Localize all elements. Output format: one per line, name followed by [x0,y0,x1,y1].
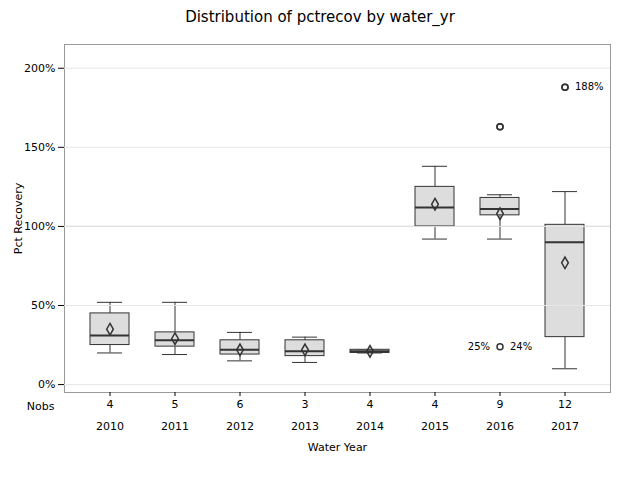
svg-text:9: 9 [497,398,504,411]
svg-text:50%: 50% [31,299,55,312]
svg-text:2015: 2015 [421,420,449,433]
svg-text:12: 12 [558,398,572,411]
svg-text:4: 4 [432,398,439,411]
svg-text:4: 4 [367,398,374,411]
svg-text:4: 4 [107,398,114,411]
html-text:Distribution of pctrecov by wa: Distribution of pctrecov by water_yr [185,8,455,26]
svg-text:Nobs: Nobs [27,400,55,413]
svg-text:Water Year: Water Year [308,441,368,454]
svg-text:25%: 25% [468,341,490,352]
svg-text:200%: 200% [24,62,55,75]
svg-text:150%: 150% [24,141,55,154]
svg-text:188%: 188% [575,81,604,92]
svg-text:24%: 24% [510,341,532,352]
svg-text:0%: 0% [38,378,55,391]
svg-text:2011: 2011 [161,420,189,433]
svg-text:100%: 100% [24,220,55,233]
svg-text:2016: 2016 [486,420,514,433]
svg-text:2013: 2013 [291,420,319,433]
svg-text:2010: 2010 [96,420,124,433]
svg-text:2014: 2014 [356,420,384,433]
svg-text:6: 6 [237,398,244,411]
svg-text:3: 3 [302,398,309,411]
svg-text:Pct Recovery: Pct Recovery [12,182,25,254]
svg-text:2012: 2012 [226,420,254,433]
svg-text:5: 5 [172,398,179,411]
svg-text:2017: 2017 [551,420,579,433]
